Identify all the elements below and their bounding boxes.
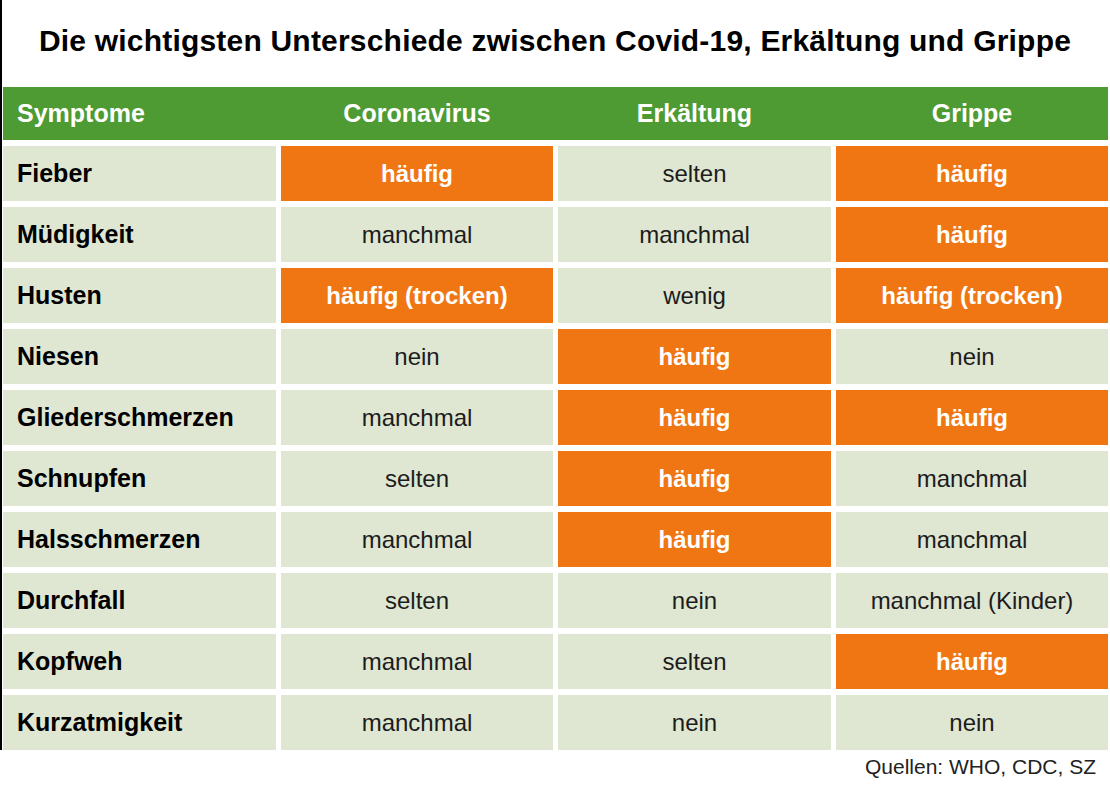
value-cell: manchmal [281,207,553,262]
value-cell: nein [558,573,831,628]
comparison-table: Symptome Coronavirus Erkältung Grippe Fi… [3,87,1108,750]
symptom-cell: Halsschmerzen [3,512,276,567]
table-row: Fieber häufig selten häufig [3,146,1108,201]
value-cell: häufig [558,512,831,567]
value-cell: selten [281,451,553,506]
value-cell: häufig [836,146,1108,201]
column-header-erkaeltung: Erkältung [558,87,831,140]
value-cell: nein [836,695,1108,750]
table-row: Gliederschmerzen manchmal häufig häufig [3,390,1108,445]
value-cell: häufig [558,390,831,445]
table-row: Halsschmerzen manchmal häufig manchmal [3,512,1108,567]
value-cell: manchmal [836,512,1108,567]
left-edge-artifact-line [0,0,2,750]
value-cell: häufig [836,390,1108,445]
value-cell: manchmal (Kinder) [836,573,1108,628]
value-cell: selten [558,146,831,201]
value-cell: manchmal [281,512,553,567]
symptom-cell: Gliederschmerzen [3,390,276,445]
table-row: Kurzatmigkeit manchmal nein nein [3,695,1108,750]
value-cell: manchmal [836,451,1108,506]
value-cell: häufig [558,329,831,384]
value-cell: wenig [558,268,831,323]
value-cell: häufig (trocken) [281,268,553,323]
value-cell: nein [281,329,553,384]
value-cell: selten [281,573,553,628]
table-row: Müdigkeit manchmal manchmal häufig [3,207,1108,262]
value-cell: häufig [281,146,553,201]
symptom-cell: Kurzatmigkeit [3,695,276,750]
value-cell: manchmal [281,390,553,445]
table-row: Kopfweh manchmal selten häufig [3,634,1108,689]
value-cell: manchmal [558,207,831,262]
symptom-cell: Durchfall [3,573,276,628]
value-cell: manchmal [281,695,553,750]
value-cell: häufig [836,207,1108,262]
value-cell: selten [558,634,831,689]
table-row: Husten häufig (trocken) wenig häufig (tr… [3,268,1108,323]
value-cell: nein [558,695,831,750]
page-title: Die wichtigsten Unterschiede zwischen Co… [0,24,1110,58]
column-header-symptome: Symptome [3,87,276,140]
table-row: Schnupfen selten häufig manchmal [3,451,1108,506]
symptom-cell: Müdigkeit [3,207,276,262]
symptom-cell: Kopfweh [3,634,276,689]
table-row: Durchfall selten nein manchmal (Kinder) [3,573,1108,628]
value-cell: nein [836,329,1108,384]
table-header-row: Symptome Coronavirus Erkältung Grippe [3,87,1108,140]
infographic-page: Die wichtigsten Unterschiede zwischen Co… [0,0,1110,788]
value-cell: manchmal [281,634,553,689]
column-header-coronavirus: Coronavirus [281,87,553,140]
table-row: Niesen nein häufig nein [3,329,1108,384]
sources-caption: Quellen: WHO, CDC, SZ [865,755,1096,779]
column-header-grippe: Grippe [836,87,1108,140]
symptom-cell: Husten [3,268,276,323]
value-cell: häufig (trocken) [836,268,1108,323]
value-cell: häufig [836,634,1108,689]
value-cell: häufig [558,451,831,506]
symptom-cell: Niesen [3,329,276,384]
symptom-cell: Schnupfen [3,451,276,506]
symptom-cell: Fieber [3,146,276,201]
